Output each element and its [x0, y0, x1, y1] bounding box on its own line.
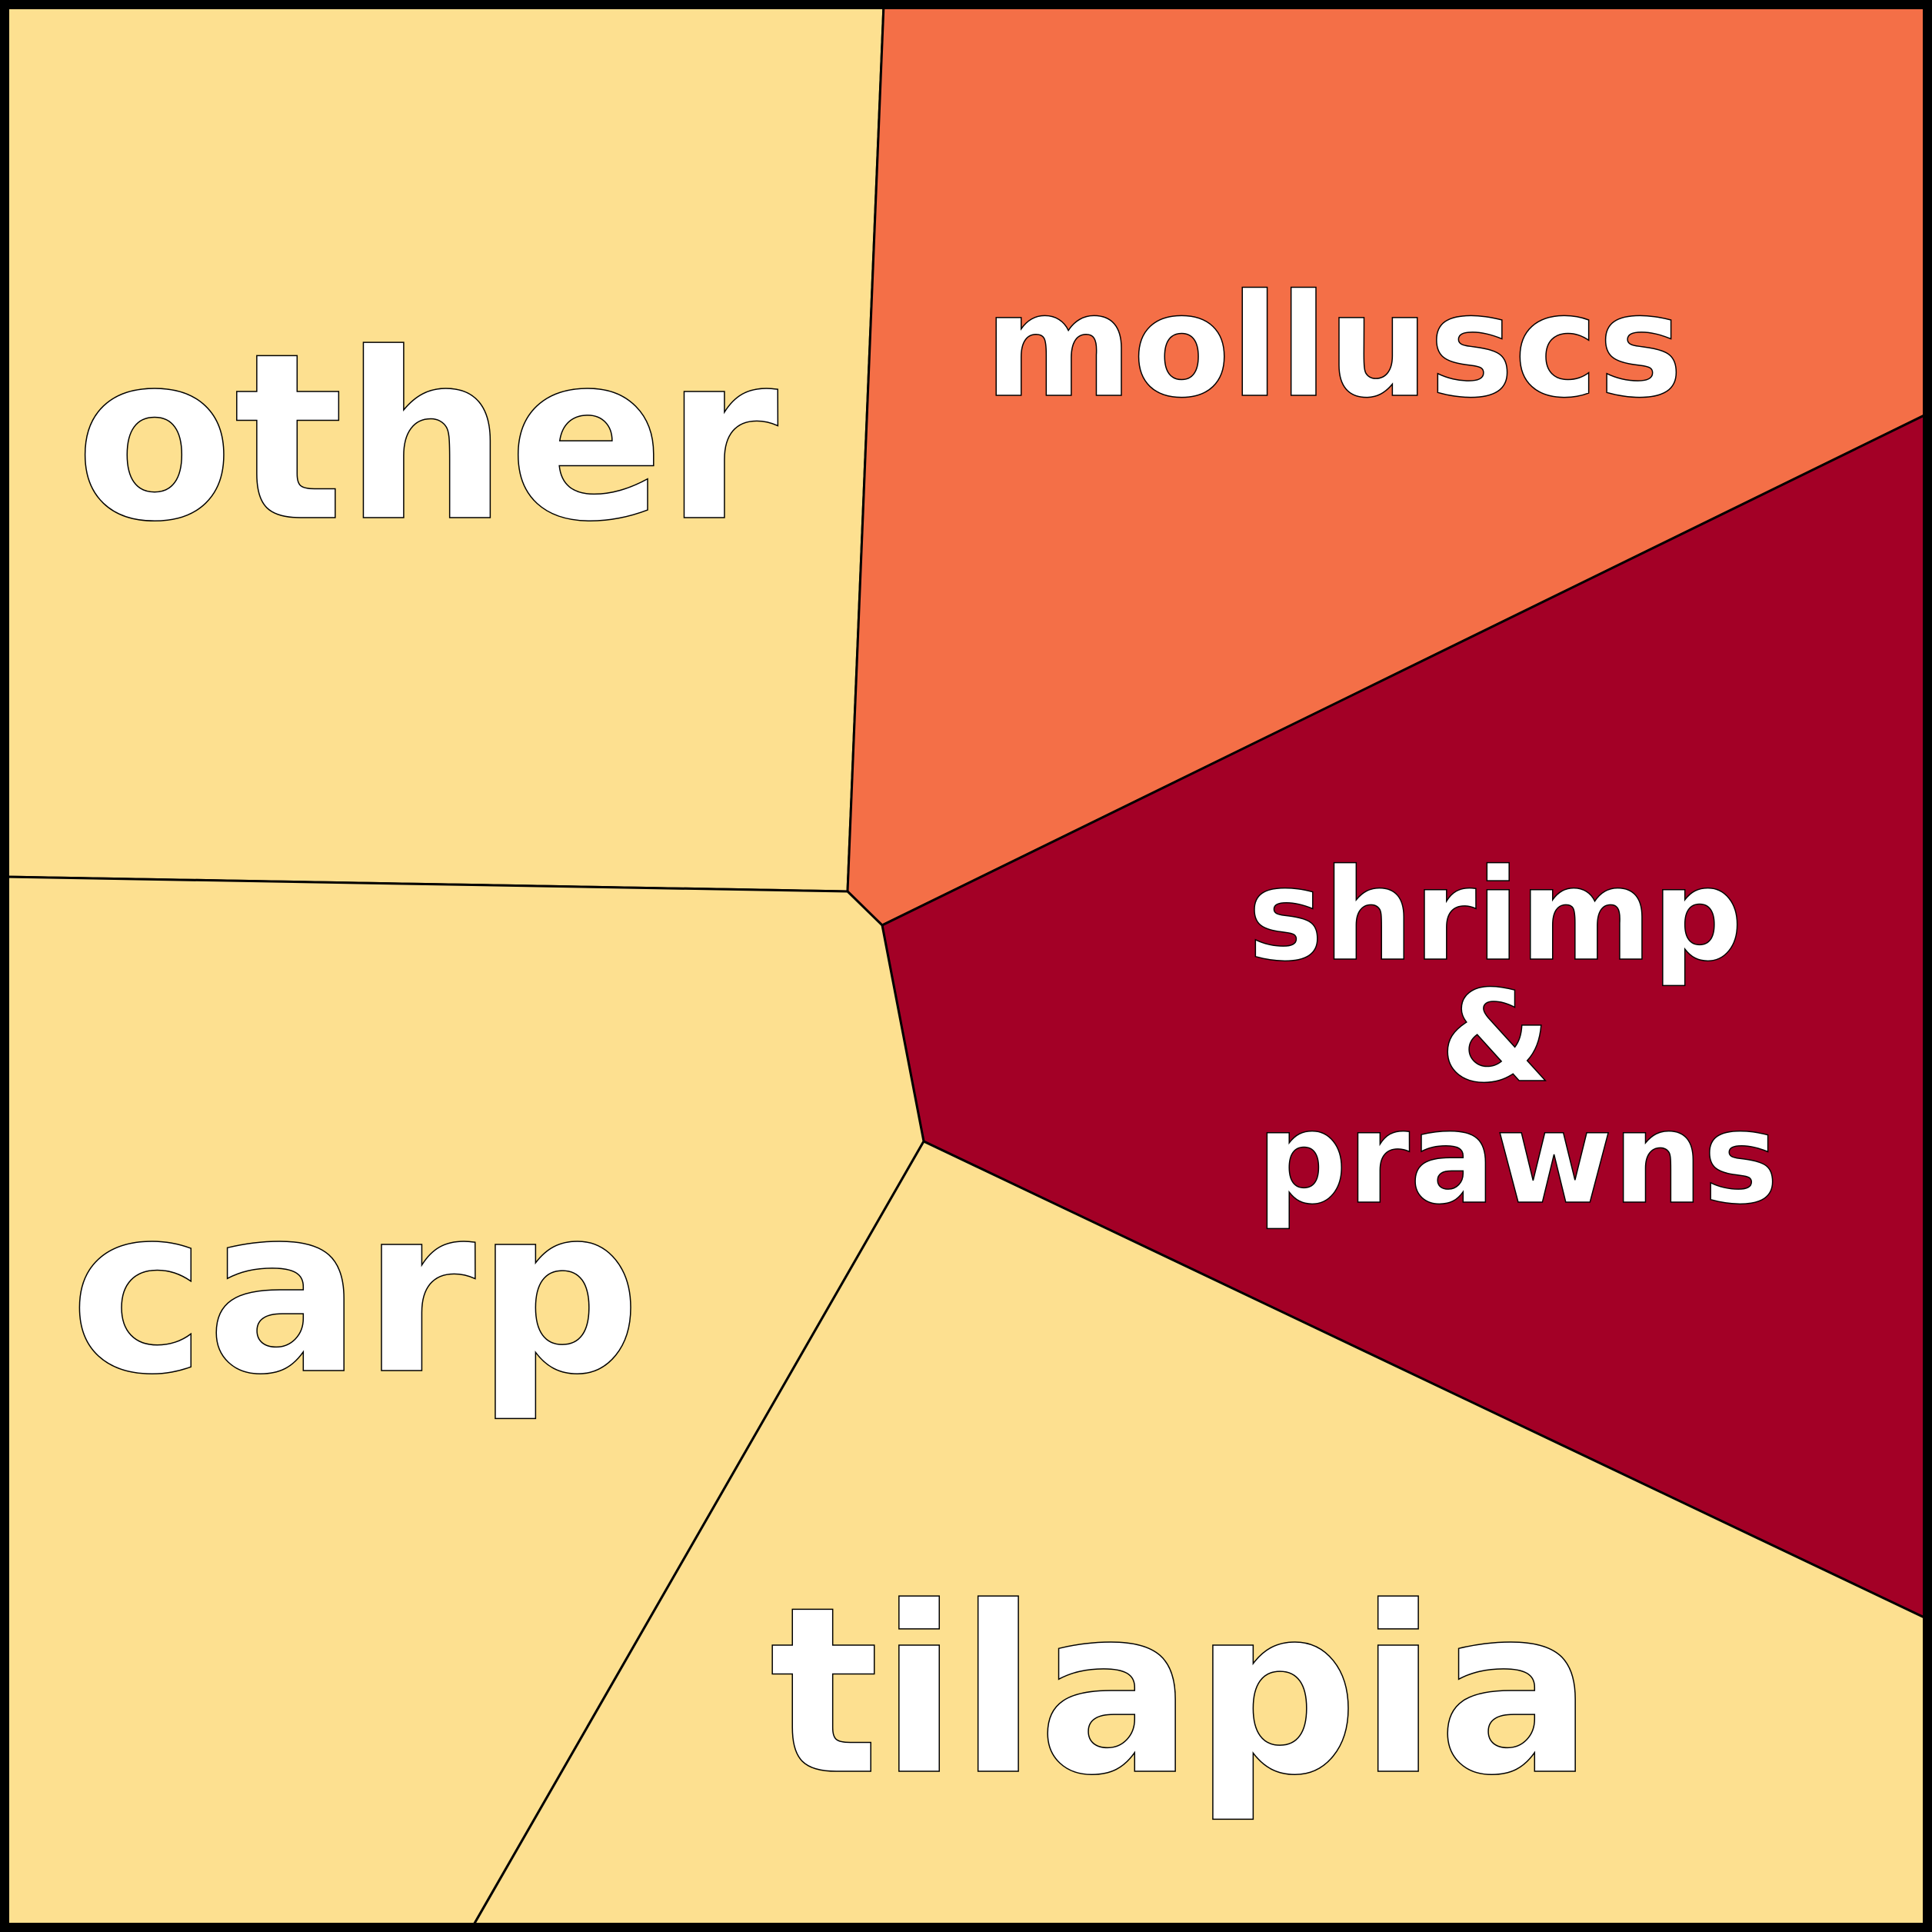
label-shrimp-line-1: shrimp: [1247, 841, 1743, 989]
label-molluscs: molluscs: [984, 263, 1683, 429]
label-shrimp-line-3: prawns: [1257, 1084, 1779, 1232]
label-shrimp-prawns: shrimp & prawns: [1247, 841, 1787, 1232]
label-shrimp-line-2: &: [1440, 963, 1551, 1111]
label-carp: carp: [70, 1157, 641, 1425]
label-tilapia: tilapia: [769, 1557, 1594, 1826]
label-other: other: [75, 304, 781, 572]
